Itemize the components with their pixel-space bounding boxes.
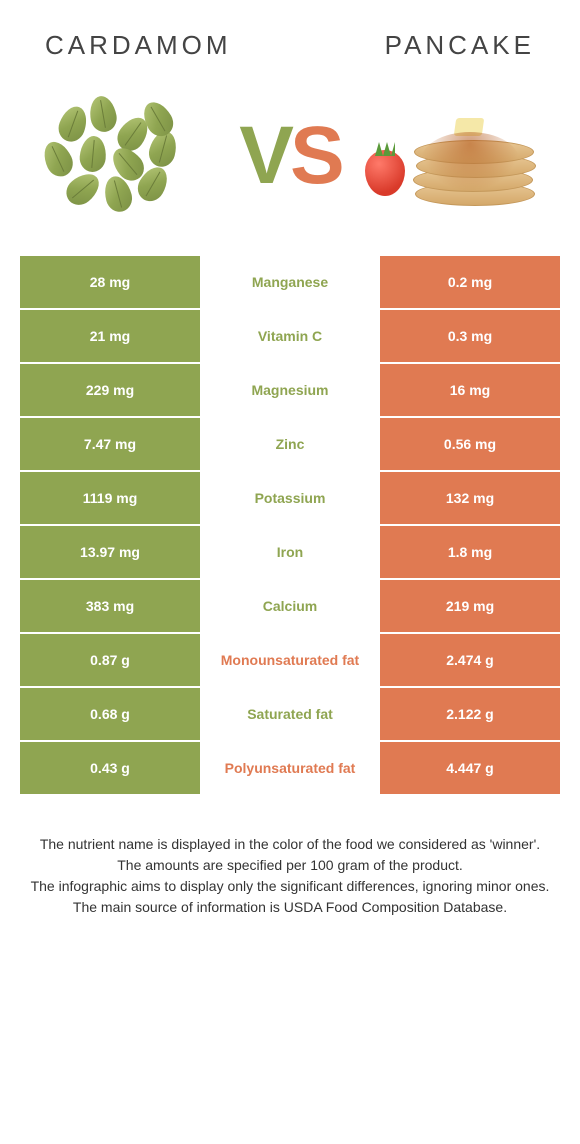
nutrient-name-cell: Iron: [200, 526, 380, 578]
right-value-cell: 2.474 g: [380, 634, 560, 686]
footer-line: The nutrient name is displayed in the co…: [30, 834, 550, 855]
table-row: 28 mgManganese0.2 mg: [20, 256, 560, 308]
hero-row: VS: [20, 86, 560, 256]
table-row: 229 mgMagnesium16 mg: [20, 364, 560, 416]
right-value-cell: 0.2 mg: [380, 256, 560, 308]
right-value-cell: 0.56 mg: [380, 418, 560, 470]
left-value-cell: 0.43 g: [20, 742, 200, 794]
left-value-cell: 13.97 mg: [20, 526, 200, 578]
nutrient-name-cell: Calcium: [200, 580, 380, 632]
right-value-cell: 132 mg: [380, 472, 560, 524]
footer-line: The infographic aims to display only the…: [30, 876, 550, 897]
right-value-cell: 1.8 mg: [380, 526, 560, 578]
nutrient-name-cell: Vitamin C: [200, 310, 380, 362]
nutrient-name-cell: Manganese: [200, 256, 380, 308]
nutrient-name-cell: Monounsaturated fat: [200, 634, 380, 686]
right-value-cell: 16 mg: [380, 364, 560, 416]
nutrient-name-cell: Polyunsaturated fat: [200, 742, 380, 794]
table-row: 383 mgCalcium219 mg: [20, 580, 560, 632]
table-row: 1119 mgPotassium132 mg: [20, 472, 560, 524]
table-row: 13.97 mgIron1.8 mg: [20, 526, 560, 578]
right-value-cell: 4.447 g: [380, 742, 560, 794]
table-row: 0.68 gSaturated fat2.122 g: [20, 688, 560, 740]
footer-line: The amounts are specified per 100 gram o…: [30, 855, 550, 876]
table-row: 21 mgVitamin C0.3 mg: [20, 310, 560, 362]
vs-s-letter: S: [290, 110, 341, 201]
table-row: 0.43 gPolyunsaturated fat4.447 g: [20, 742, 560, 794]
cardamom-image: [30, 86, 205, 226]
table-row: 0.87 gMonounsaturated fat2.474 g: [20, 634, 560, 686]
nutrient-name-cell: Potassium: [200, 472, 380, 524]
right-food-title: Pancake: [385, 30, 535, 61]
left-value-cell: 28 mg: [20, 256, 200, 308]
left-value-cell: 7.47 mg: [20, 418, 200, 470]
left-value-cell: 0.68 g: [20, 688, 200, 740]
footer-line: The main source of information is USDA F…: [30, 897, 550, 918]
vs-v-letter: V: [239, 110, 290, 201]
left-food-title: Cardamom: [45, 30, 232, 61]
nutrient-name-cell: Saturated fat: [200, 688, 380, 740]
left-value-cell: 1119 mg: [20, 472, 200, 524]
right-value-cell: 0.3 mg: [380, 310, 560, 362]
right-value-cell: 2.122 g: [380, 688, 560, 740]
left-value-cell: 21 mg: [20, 310, 200, 362]
left-value-cell: 229 mg: [20, 364, 200, 416]
nutrient-comparison-table: 28 mgManganese0.2 mg21 mgVitamin C0.3 mg…: [20, 256, 560, 794]
header: Cardamom Pancake: [20, 20, 560, 86]
nutrient-name-cell: Zinc: [200, 418, 380, 470]
vs-label: VS: [239, 109, 340, 203]
left-value-cell: 0.87 g: [20, 634, 200, 686]
right-value-cell: 219 mg: [380, 580, 560, 632]
nutrient-name-cell: Magnesium: [200, 364, 380, 416]
footer-notes: The nutrient name is displayed in the co…: [20, 794, 560, 918]
table-row: 7.47 mgZinc0.56 mg: [20, 418, 560, 470]
left-value-cell: 383 mg: [20, 580, 200, 632]
pancake-image: [375, 86, 550, 226]
